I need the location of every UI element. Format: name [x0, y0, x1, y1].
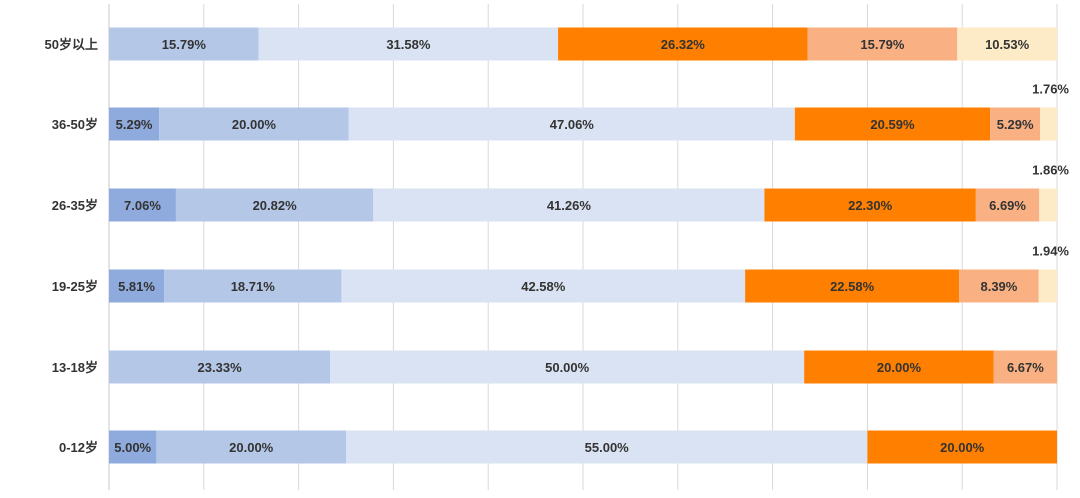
bar-segment-4-1 — [109, 269, 165, 303]
bar-segment-3-1 — [109, 188, 176, 222]
category-label: 13-18岁 — [52, 360, 98, 375]
data-label: 41.26% — [547, 198, 592, 213]
data-label: 42.58% — [521, 279, 566, 294]
data-labels: 15.79% 31.58% 26.32% 15.79% 10.53% 5.29% 20.00… — [114, 37, 1069, 455]
data-label: 10.53% — [985, 37, 1030, 52]
data-label: 50.00% — [545, 360, 590, 375]
bar-segment-3-2 — [175, 188, 374, 222]
bars — [109, 27, 1057, 464]
bar-segment-2-2 — [159, 107, 349, 141]
category-label: 50岁以上 — [45, 37, 98, 52]
bar-segment-1-2 — [109, 27, 259, 61]
bar-segment-5-4 — [804, 350, 994, 384]
data-label-external: 1.86% — [1032, 163, 1069, 178]
bar-segment-5-2 — [109, 350, 331, 384]
gridlines — [108, 4, 1058, 490]
data-label: 26.32% — [661, 37, 706, 52]
bar-segment-2-3 — [348, 107, 795, 141]
bar-segment-2-6 — [1040, 107, 1057, 141]
data-label: 20.00% — [232, 117, 277, 132]
bar-segment-1-4 — [558, 27, 808, 61]
data-label: 20.82% — [253, 198, 298, 213]
bar-segment-2-4 — [794, 107, 991, 141]
bar-segment-6-3 — [346, 430, 868, 464]
bar-segment-2-5 — [990, 107, 1041, 141]
bar-segment-4-6 — [1038, 269, 1057, 303]
category-label: 36-50岁 — [52, 117, 98, 132]
bar-segment-4-2 — [164, 269, 342, 303]
data-label: 20.00% — [940, 440, 985, 455]
bar-segment-6-1 — [109, 430, 157, 464]
bar-segment-4-5 — [959, 269, 1039, 303]
data-label: 22.58% — [830, 279, 875, 294]
category-axis-labels: 50岁以上 36-50岁 26-35岁 19-25岁 13-18岁 0-12岁 — [45, 37, 98, 455]
bar-segment-3-5 — [975, 188, 1040, 222]
bar-segment-1-6 — [957, 27, 1057, 61]
category-label: 0-12岁 — [59, 440, 98, 455]
data-label: 47.06% — [550, 117, 595, 132]
category-label: 26-35岁 — [52, 198, 98, 213]
data-label: 22.30% — [848, 198, 893, 213]
bar-segment-3-6 — [1039, 188, 1057, 222]
bar-segment-4-4 — [745, 269, 960, 303]
bar-segment-5-3 — [330, 350, 805, 384]
data-label: 7.06% — [124, 198, 161, 213]
data-label: 18.71% — [231, 279, 276, 294]
category-label: 19-25岁 — [52, 279, 98, 294]
bar-segment-5-5 — [993, 350, 1057, 384]
data-label: 5.00% — [114, 440, 151, 455]
data-label: 55.00% — [585, 440, 630, 455]
data-label: 6.67% — [1007, 360, 1044, 375]
data-label: 15.79% — [162, 37, 207, 52]
data-label: 20.59% — [870, 117, 915, 132]
data-label: 5.29% — [997, 117, 1034, 132]
data-label: 6.69% — [989, 198, 1026, 213]
data-label: 15.79% — [860, 37, 905, 52]
bar-segment-2-1 — [109, 107, 160, 141]
data-label: 5.81% — [118, 279, 155, 294]
bar-segment-3-3 — [373, 188, 765, 222]
bar-segment-6-4 — [867, 430, 1057, 464]
data-label: 20.00% — [229, 440, 274, 455]
data-label-external: 1.94% — [1032, 244, 1069, 259]
bar-segment-1-3 — [258, 27, 559, 61]
bar-segment-3-4 — [764, 188, 976, 222]
data-label: 20.00% — [877, 360, 922, 375]
bar-segment-6-2 — [156, 430, 346, 464]
data-label-external: 1.76% — [1032, 82, 1069, 97]
data-label: 31.58% — [386, 37, 431, 52]
bar-segment-4-3 — [341, 269, 746, 303]
data-label: 8.39% — [980, 279, 1017, 294]
bar-segment-1-5 — [807, 27, 958, 61]
data-label: 5.29% — [116, 117, 153, 132]
data-label: 23.33% — [198, 360, 243, 375]
